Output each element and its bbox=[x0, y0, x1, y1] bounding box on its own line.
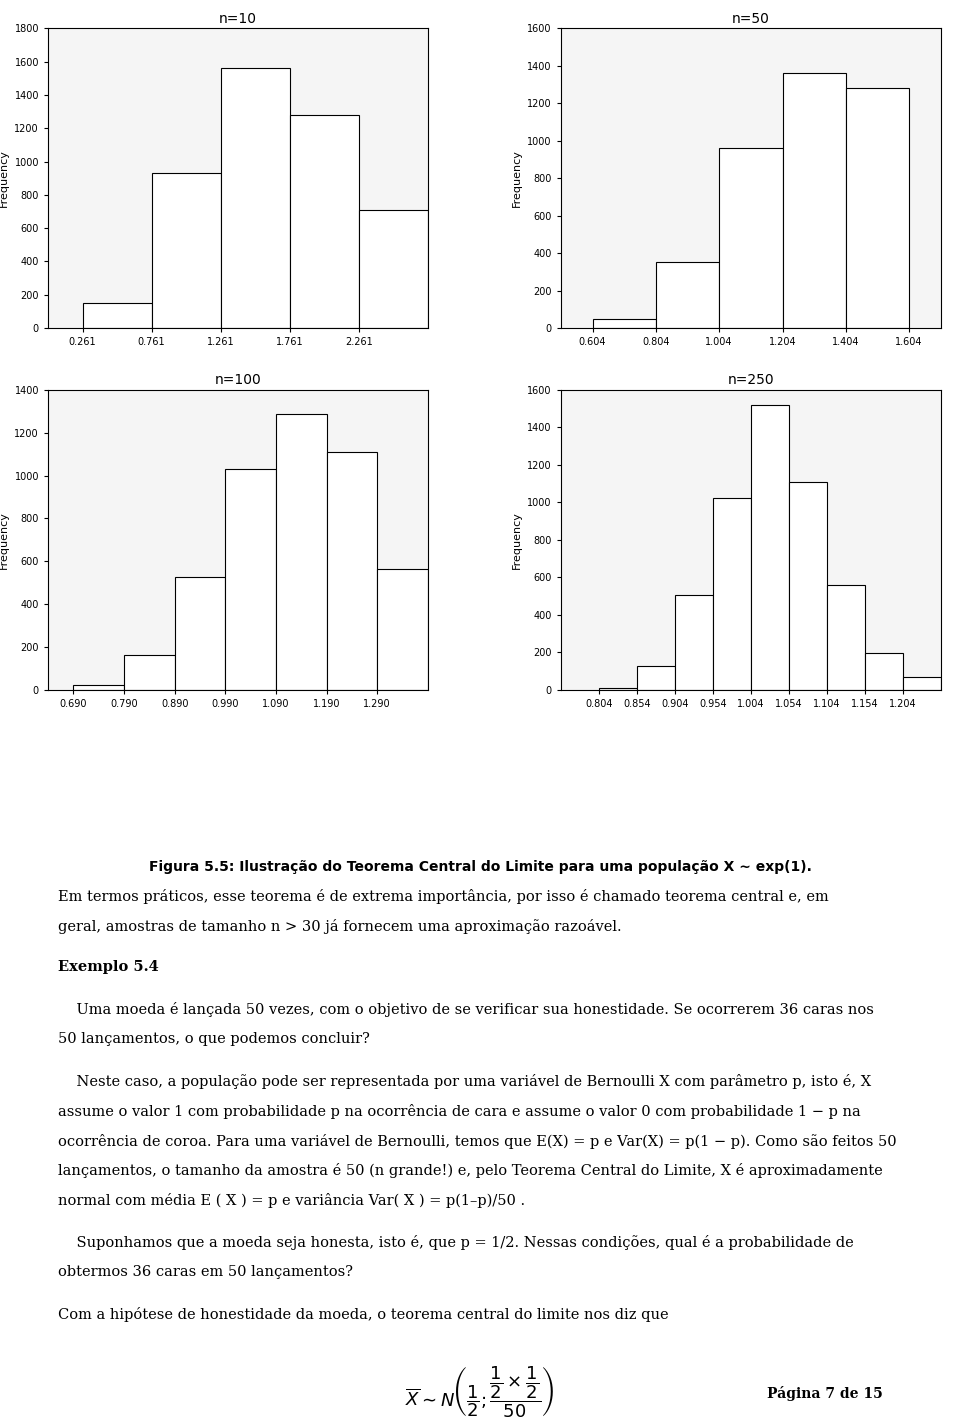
Bar bbox=[221, 68, 290, 328]
Bar bbox=[326, 452, 377, 690]
Bar bbox=[377, 569, 428, 690]
Text: Figura 5.5: Ilustração do Teorema Central do Limite para uma população X ∼ exp(1: Figura 5.5: Ilustração do Teorema Centra… bbox=[149, 860, 811, 875]
Text: 50 lançamentos, o que podemos concluir?: 50 lançamentos, o que podemos concluir? bbox=[58, 1032, 370, 1047]
Y-axis label: Frequency: Frequency bbox=[512, 510, 521, 569]
Bar bbox=[175, 577, 226, 690]
Bar bbox=[83, 303, 152, 328]
Bar bbox=[152, 173, 221, 328]
Text: $\overline{X} \sim N\left(\dfrac{1}{2};\dfrac{\dfrac{1}{2}\times\dfrac{1}{2}}{50: $\overline{X} \sim N\left(\dfrac{1}{2};\… bbox=[405, 1364, 555, 1419]
Bar bbox=[719, 148, 782, 328]
Y-axis label: Frequency: Frequency bbox=[0, 149, 9, 208]
Title: n=50: n=50 bbox=[732, 11, 770, 26]
Title: n=10: n=10 bbox=[219, 11, 257, 26]
Bar bbox=[359, 210, 428, 328]
Bar bbox=[902, 677, 941, 690]
Text: Com a hipótese de honestidade da moeda, o teorema central do limite nos diz que: Com a hipótese de honestidade da moeda, … bbox=[58, 1307, 668, 1322]
Text: Página 7 de 15: Página 7 de 15 bbox=[767, 1385, 883, 1401]
Bar bbox=[846, 88, 909, 328]
Bar bbox=[865, 653, 902, 690]
Title: n=250: n=250 bbox=[728, 374, 774, 387]
Title: n=100: n=100 bbox=[215, 374, 261, 387]
Bar bbox=[290, 115, 359, 328]
Text: Exemplo 5.4: Exemplo 5.4 bbox=[58, 960, 158, 974]
Y-axis label: Frequency: Frequency bbox=[0, 510, 9, 569]
Bar bbox=[276, 414, 326, 690]
Text: geral, amostras de tamanho n > 30 já fornecem uma aproximação razoável.: geral, amostras de tamanho n > 30 já for… bbox=[58, 919, 621, 934]
Y-axis label: Frequency: Frequency bbox=[512, 149, 521, 208]
Bar bbox=[675, 594, 713, 690]
Bar bbox=[636, 665, 675, 690]
Bar bbox=[599, 688, 636, 690]
Text: normal com média E ( X̄ ) = p e variância Var( X̄ ) = p(1–p)/50 .: normal com média E ( X̄ ) = p e variânci… bbox=[58, 1193, 525, 1209]
Bar bbox=[782, 74, 846, 328]
Text: ocorrência de coroa. Para uma variável de Bernoulli, temos que E(X) = p e Var(X): ocorrência de coroa. Para uma variável d… bbox=[58, 1133, 897, 1149]
Bar bbox=[656, 263, 719, 328]
Bar bbox=[827, 584, 865, 690]
Bar bbox=[226, 469, 276, 690]
Text: Uma moeda é lançada 50 vezes, com o objetivo de se verificar sua honestidade. Se: Uma moeda é lançada 50 vezes, com o obje… bbox=[58, 1003, 874, 1017]
Bar bbox=[73, 685, 124, 690]
Text: assume o valor 1 com probabilidade p na ocorrência de cara e assume o valor 0 co: assume o valor 1 com probabilidade p na … bbox=[58, 1103, 860, 1119]
Bar bbox=[713, 498, 751, 690]
Bar bbox=[751, 405, 789, 690]
Bar bbox=[592, 319, 656, 328]
Text: obtermos 36 caras em 50 lançamentos?: obtermos 36 caras em 50 lançamentos? bbox=[58, 1266, 352, 1278]
Text: Em termos práticos, esse teorema é de extrema importância, por isso é chamado te: Em termos práticos, esse teorema é de ex… bbox=[58, 889, 828, 904]
Text: Suponhamos que a moeda seja honesta, isto é, que p = 1/2. Nessas condições, qual: Suponhamos que a moeda seja honesta, ist… bbox=[58, 1236, 853, 1250]
Bar bbox=[789, 482, 827, 690]
Bar bbox=[124, 656, 175, 690]
Text: Neste caso, a população pode ser representada por uma variável de Bernoulli X co: Neste caso, a população pode ser represe… bbox=[58, 1074, 871, 1089]
Text: lançamentos, o tamanho da amostra é 50 (n grande!) e, pelo Teorema Central do Li: lançamentos, o tamanho da amostra é 50 (… bbox=[58, 1163, 882, 1179]
